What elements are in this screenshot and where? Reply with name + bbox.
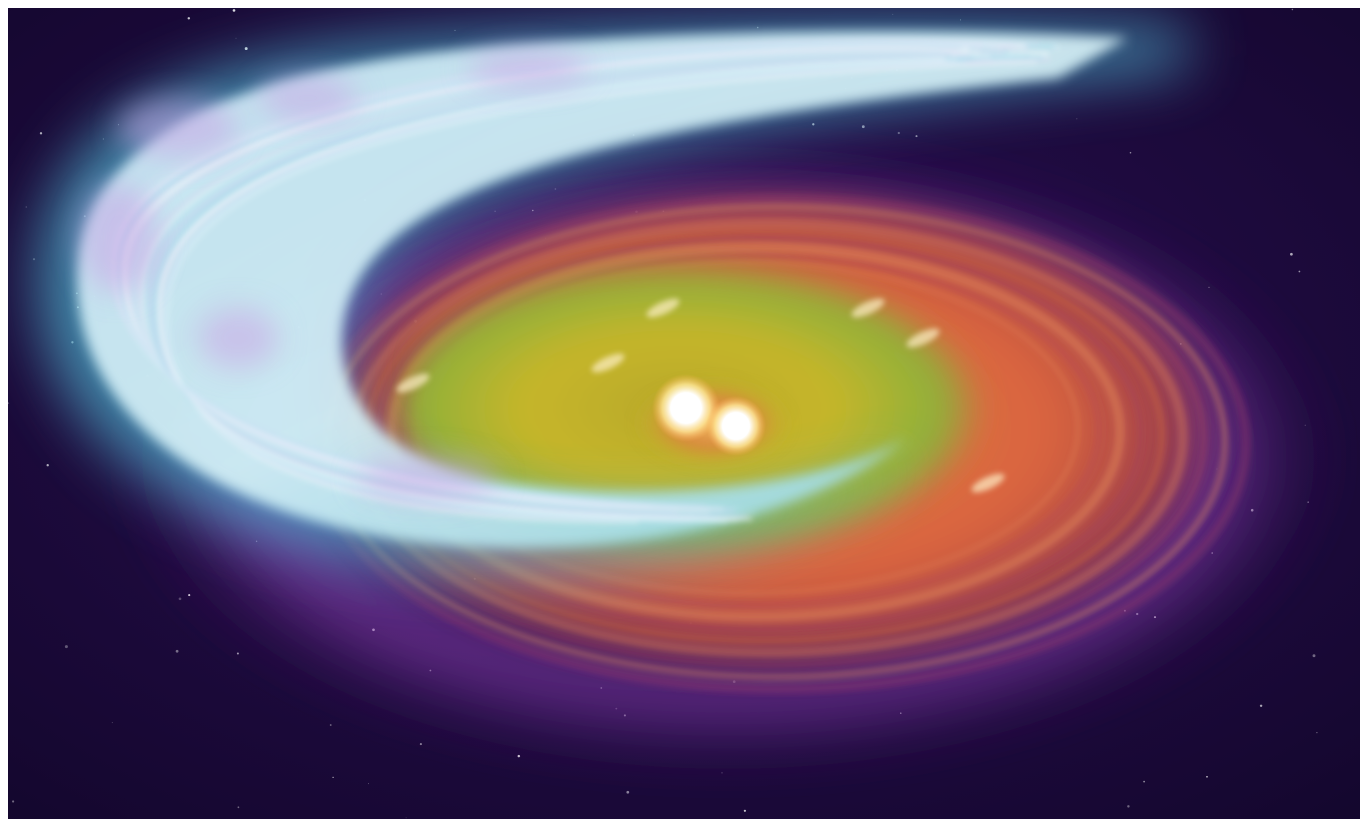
background-star: [235, 37, 237, 39]
disk-fleck: [396, 373, 430, 393]
lavender-patch: [118, 98, 238, 158]
arm-streak: [164, 59, 966, 523]
outer-spiral-arm: [77, 31, 1129, 548]
background-star: [232, 9, 236, 12]
background-star: [1076, 118, 1078, 120]
background-star: [111, 722, 113, 724]
background-star: [12, 800, 15, 803]
star-right: [706, 396, 766, 456]
disk-fleck: [851, 298, 885, 318]
background-star: [812, 123, 815, 126]
background-star: [721, 772, 723, 774]
background-star: [959, 19, 962, 21]
background-star: [915, 135, 918, 138]
background-star: [405, 817, 407, 819]
lavender-patches: [78, 50, 588, 498]
artwork-frame: [8, 8, 1360, 819]
background-star: [332, 776, 334, 779]
star-left: [652, 374, 720, 442]
background-star: [32, 258, 36, 261]
background-star: [892, 13, 894, 15]
background-star: [743, 809, 747, 812]
background-star: [187, 17, 191, 20]
background-star: [64, 645, 68, 649]
background-star: [1290, 252, 1293, 256]
disk-fleck: [906, 328, 940, 348]
background-star: [188, 594, 191, 597]
lavender-patch: [198, 308, 278, 368]
background-star: [897, 131, 900, 135]
background-star: [1316, 731, 1318, 734]
background-star: [1291, 8, 1294, 11]
background-star: [1312, 654, 1316, 658]
galaxy-illustration: [8, 8, 1360, 819]
disk-fleck: [971, 473, 1005, 493]
background-star: [1127, 805, 1130, 808]
disk-fleck: [646, 298, 680, 318]
background-star: [1298, 270, 1301, 273]
arm-streak: [157, 57, 946, 521]
lavender-patch: [358, 458, 498, 498]
background-star: [178, 597, 182, 601]
disk-flecks: [396, 298, 1005, 493]
lavender-patch: [468, 50, 588, 86]
background-star: [25, 206, 27, 208]
background-star: [46, 464, 49, 467]
background-star: [237, 806, 240, 809]
background-star: [329, 724, 332, 726]
background-star: [368, 783, 370, 785]
background-star: [517, 754, 521, 758]
lavender-patch: [258, 76, 358, 120]
background-star: [236, 652, 239, 655]
background-star: [626, 790, 630, 794]
disk-fleck: [591, 353, 625, 373]
background-star: [8, 402, 10, 404]
background-star: [175, 649, 179, 653]
background-star: [861, 125, 865, 129]
lavender-patch: [78, 183, 158, 293]
background-star: [454, 29, 456, 31]
background-star: [1259, 704, 1263, 708]
background-star: [1129, 151, 1132, 154]
background-star: [39, 132, 43, 135]
background-star: [419, 743, 422, 746]
background-star: [1143, 780, 1145, 783]
background-star: [244, 47, 248, 51]
background-star: [1206, 775, 1208, 778]
swirl-ring: [387, 242, 1125, 622]
